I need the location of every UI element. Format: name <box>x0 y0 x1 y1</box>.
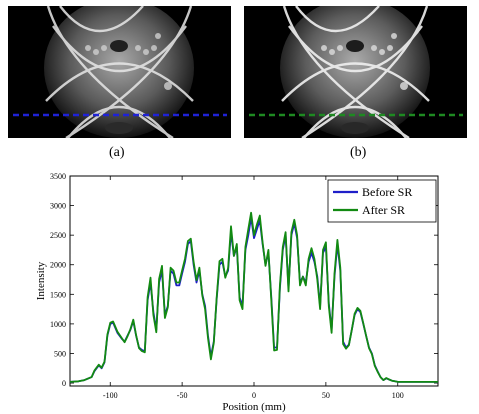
series-line-after-sr <box>69 211 438 383</box>
ct-image-after-graphic <box>249 6 463 138</box>
y-tick-label: 2000 <box>50 261 66 270</box>
x-tick-label: -100 <box>103 391 118 400</box>
ct-image-after <box>244 6 467 138</box>
legend-label-after-sr: After SR <box>362 203 405 217</box>
y-tick-label: 3000 <box>50 202 66 211</box>
y-tick-label: 2500 <box>50 231 66 240</box>
ct-image-before-graphic <box>13 6 227 138</box>
legend-box <box>327 179 437 223</box>
y-axis-label: Intensity <box>35 261 47 300</box>
y-tick-label: 1000 <box>50 320 66 329</box>
x-tick-label: 50 <box>322 391 330 400</box>
y-tick-label: 0 <box>62 379 66 388</box>
y-tick-label: 3500 <box>50 172 66 181</box>
y-tick-label: 500 <box>54 349 66 358</box>
intensity-profile-chart: 0 500 1000 1500 2000 2500 3000 3500 -100 -50 0 50 10… <box>35 172 439 413</box>
y-tick-label: 1500 <box>50 290 66 299</box>
x-tick-label: 0 <box>252 391 256 400</box>
ct-image-before <box>8 6 231 138</box>
caption-b: (b) <box>350 145 367 160</box>
caption-a: (a) <box>109 145 125 160</box>
x-tick-label: 100 <box>392 391 404 400</box>
legend: Before SR After SR <box>327 179 437 223</box>
x-tick-label: -50 <box>177 391 188 400</box>
legend-label-before-sr: Before SR <box>362 185 412 199</box>
x-axis-label: Position (mm) <box>222 401 286 413</box>
